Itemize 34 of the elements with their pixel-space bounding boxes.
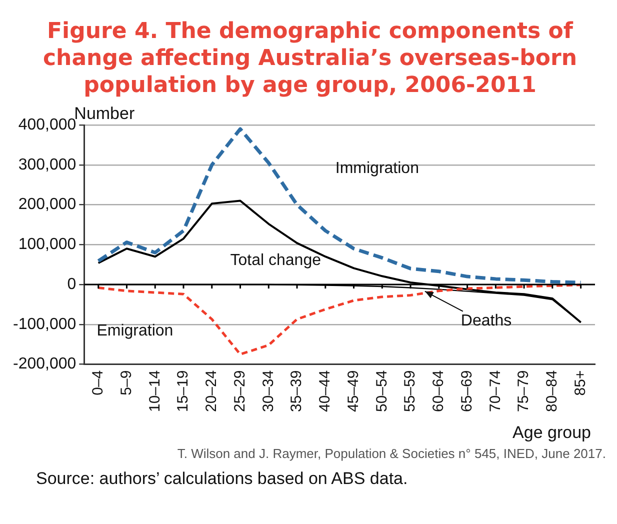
x-tick-label: 0–4 — [89, 370, 106, 396]
x-tick-label: 70–74 — [486, 370, 504, 412]
y-tick-label: 300,000 — [18, 156, 76, 174]
y-axis-title: Number — [74, 104, 135, 124]
series-label: Deaths — [460, 312, 512, 330]
x-tick-label: 50–54 — [373, 370, 390, 412]
text: T. Wilson and J. Raymer, Population & Societies n° 545, INED, June 2017. — [176, 446, 606, 461]
x-tick-label: 85+ — [572, 370, 589, 396]
x-tick-label: 15–19 — [174, 370, 192, 412]
text: Immigration — [335, 160, 419, 178]
y-tick-label: 0 — [67, 276, 76, 293]
x-tick-label: 35–39 — [288, 370, 306, 412]
series-label: Emigration — [96, 322, 174, 340]
y-tick-label: -200,000 — [12, 356, 76, 373]
x-tick-label: 80–84 — [544, 370, 561, 412]
x-tick-label: 10–14 — [146, 370, 164, 412]
source-note: Source: authors’ calculations based on ABS data. — [36, 469, 409, 489]
y-tick-label: 100,000 — [18, 236, 76, 254]
x-tick-label: 5–9 — [118, 370, 135, 396]
series-label: Total change — [230, 252, 322, 270]
x-tick-label: 25–29 — [231, 370, 248, 412]
x-axis-title: Age group — [512, 423, 591, 442]
chart-title: Figure 4. The demographic components of change affecting Australia’s overseas-born population by age group, 2006-2011 — [42, 18, 578, 99]
x-tick-label: 20–24 — [203, 370, 220, 412]
x-tick-label: 40–44 — [316, 370, 334, 412]
x-tick-label: 55–59 — [402, 370, 419, 412]
x-tick-label: 30–34 — [260, 370, 277, 412]
x-tick-label: 45–49 — [344, 370, 362, 412]
x-tick-label: 75–79 — [515, 370, 532, 412]
y-tick-label: 400,000 — [18, 116, 76, 134]
y-tick-label: 200,000 — [18, 196, 76, 214]
x-tick-label: 65–69 — [458, 370, 476, 412]
y-tick-label: -100,000 — [12, 316, 76, 333]
x-tick-label: 60–64 — [430, 370, 448, 412]
